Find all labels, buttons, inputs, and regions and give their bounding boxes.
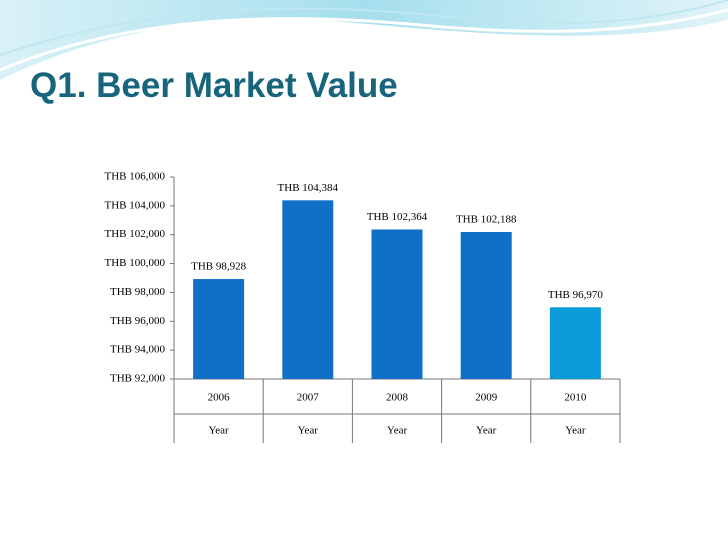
bar xyxy=(371,229,423,379)
value-label: THB 102,188 xyxy=(456,214,517,226)
x-tick-label: 2007 xyxy=(297,392,320,404)
y-tick-label: THB 92,000 xyxy=(110,373,166,385)
x-group-label: Year xyxy=(565,425,586,437)
bar xyxy=(460,232,512,379)
y-tick-label: THB 100,000 xyxy=(105,257,166,269)
chart-title: Q1. Beer Market Value xyxy=(30,66,398,105)
x-tick-label: 2009 xyxy=(475,392,498,404)
value-label: THB 104,384 xyxy=(278,182,339,194)
x-group-label: Year xyxy=(476,425,497,437)
y-tick-label: THB 106,000 xyxy=(105,171,166,183)
bar xyxy=(549,307,601,379)
x-tick-label: 2010 xyxy=(564,392,587,404)
x-group-label: Year xyxy=(208,425,229,437)
y-tick-label: THB 102,000 xyxy=(105,228,166,240)
bar xyxy=(282,200,334,379)
value-label: THB 96,970 xyxy=(548,289,604,301)
x-group-label: Year xyxy=(298,425,319,437)
x-group-label: Year xyxy=(387,425,408,437)
y-tick-label: THB 104,000 xyxy=(105,199,166,211)
value-label: THB 102,364 xyxy=(367,211,428,223)
x-tick-label: 2008 xyxy=(386,392,409,404)
y-tick-label: THB 94,000 xyxy=(110,344,166,356)
bar xyxy=(193,279,245,379)
header-decoration xyxy=(0,0,728,80)
y-tick-label: THB 96,000 xyxy=(110,315,166,327)
x-tick-label: 2006 xyxy=(208,392,231,404)
y-tick-label: THB 98,000 xyxy=(110,286,166,298)
value-label: THB 98,928 xyxy=(191,261,247,273)
